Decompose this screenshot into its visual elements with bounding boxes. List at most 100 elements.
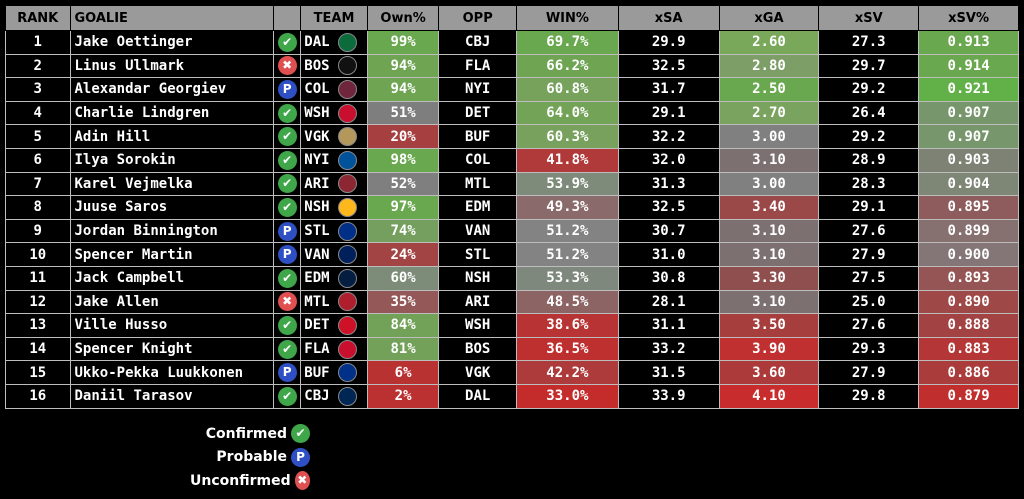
table-row[interactable]: 2 Linus Ullmark ✖ BOS 94% FLA 66.2% 32.5 2.80 29.… bbox=[5, 53, 1019, 79]
team-abbr: VGK bbox=[304, 128, 330, 145]
table-body: 1 Jake Oettinger ✔ DAL 99% CBJ 69.7% 29.9 2.60 27… bbox=[5, 30, 1019, 409]
team-logo-icon bbox=[338, 221, 358, 241]
xga-cell: 3.10 bbox=[718, 242, 820, 267]
xsa-cell: 28.1 bbox=[617, 289, 720, 315]
header-goalie[interactable]: GOALIE bbox=[69, 5, 275, 31]
probable-status-icon: P bbox=[277, 221, 297, 241]
xsv-pct-cell: 0.907 bbox=[918, 124, 1019, 149]
team-logo-icon bbox=[338, 127, 358, 147]
rank-cell: 1 bbox=[5, 30, 71, 55]
team-cell: DET bbox=[300, 313, 368, 338]
opponent-cell: MTL bbox=[438, 171, 517, 197]
table-row[interactable]: 8 Juuse Saros ✔ NSH 97% EDM 49.3% 32.5 3.40 29.1 0… bbox=[5, 195, 1019, 220]
own-pct-cell: 35% bbox=[366, 289, 440, 315]
goalie-name-cell: Alexandar Georgiev bbox=[69, 77, 275, 102]
table-row[interactable]: 13 Ville Husso ✔ DET 84% WSH 38.6% 31.1 3.50 27.6… bbox=[5, 313, 1019, 338]
header-rank[interactable]: RANK bbox=[5, 5, 71, 31]
team-cell: VGK bbox=[300, 124, 368, 149]
own-pct-cell: 24% bbox=[366, 242, 440, 267]
rank-cell: 6 bbox=[5, 147, 71, 173]
header-own[interactable]: Own% bbox=[366, 5, 440, 31]
table-row[interactable]: 5 Adin Hill ✔ VGK 20% BUF 60.3% 32.2 3.00 29.2 0.9… bbox=[5, 124, 1019, 149]
xga-cell: 3.40 bbox=[718, 195, 820, 220]
xga-cell: 3.90 bbox=[718, 336, 820, 362]
xsa-cell: 32.5 bbox=[617, 195, 720, 220]
xsa-cell: 33.9 bbox=[617, 383, 720, 409]
status-cell: ✖ bbox=[273, 289, 302, 315]
table-row[interactable]: 1 Jake Oettinger ✔ DAL 99% CBJ 69.7% 29.9 2.60 27… bbox=[5, 30, 1019, 55]
team-logo-icon bbox=[338, 32, 358, 52]
header-opp[interactable]: OPP bbox=[438, 5, 517, 31]
header-team[interactable]: TEAM bbox=[300, 5, 368, 31]
team-logo-icon bbox=[338, 268, 358, 288]
status-cell: P bbox=[273, 242, 302, 267]
team-cell: NSH bbox=[300, 195, 368, 220]
xsa-cell: 33.2 bbox=[617, 336, 720, 362]
xsv-pct-cell: 0.921 bbox=[918, 77, 1019, 102]
own-pct-cell: 94% bbox=[366, 77, 440, 102]
unconfirmed-status-icon: ✖ bbox=[277, 56, 297, 76]
xsv-cell: 27.6 bbox=[818, 313, 920, 338]
table-row[interactable]: 12 Jake Allen ✖ MTL 35% ARI 48.5% 28.1 3.10 25.0 0… bbox=[5, 289, 1019, 315]
confirmed-status-icon: ✔ bbox=[277, 150, 297, 170]
goalie-name-cell: Spencer Martin bbox=[69, 242, 275, 267]
xsv-pct-cell: 0.895 bbox=[918, 195, 1019, 220]
table-row[interactable]: 4 Charlie Lindgren ✔ WSH 51% DET 64.0% 29.1 2.70… bbox=[5, 100, 1019, 126]
header-xsv[interactable]: xSV bbox=[818, 5, 920, 31]
confirmed-status-icon: ✔ bbox=[277, 268, 297, 288]
team-abbr: BUF bbox=[304, 364, 330, 381]
opponent-cell: COL bbox=[438, 147, 517, 173]
team-abbr: NSH bbox=[304, 199, 330, 216]
opponent-cell: DAL bbox=[438, 383, 517, 409]
goalie-name-cell: Jake Allen bbox=[69, 289, 275, 315]
team-logo-icon bbox=[338, 292, 358, 312]
win-pct-cell: 60.3% bbox=[515, 124, 619, 149]
team-logo-icon bbox=[338, 386, 358, 406]
xsv-pct-cell: 0.900 bbox=[918, 242, 1019, 267]
team-abbr: WSH bbox=[304, 105, 330, 122]
goalie-table: RANK GOALIE TEAM Own% OPP WIN% xSA xGA x… bbox=[5, 5, 1019, 409]
goalie-name-cell: Daniil Tarasov bbox=[69, 383, 275, 409]
header-xsa[interactable]: xSA bbox=[617, 5, 720, 31]
table-row[interactable]: 16 Daniil Tarasov ✔ CBJ 2% DAL 33.0% 33.9 4.10 29… bbox=[5, 383, 1019, 409]
xsa-cell: 31.0 bbox=[617, 242, 720, 267]
confirmed-status-icon: ✔ bbox=[277, 315, 297, 335]
table-row[interactable]: 11 Jack Campbell ✔ EDM 60% NSH 53.3% 30.8 3.30 27… bbox=[5, 265, 1019, 291]
table-row[interactable]: 6 Ilya Sorokin ✔ NYI 98% COL 41.8% 32.0 3.10 28.9… bbox=[5, 147, 1019, 173]
team-logo-icon bbox=[338, 174, 358, 194]
table-row[interactable]: 9 Jordan Binnington P STL 74% VAN 51.2% 30.7 3.1… bbox=[5, 218, 1019, 244]
legend-item-confirmed: Confirmed ✔ bbox=[190, 422, 310, 446]
rank-cell: 3 bbox=[5, 77, 71, 102]
xsa-cell: 31.7 bbox=[617, 77, 720, 102]
own-pct-cell: 98% bbox=[366, 147, 440, 173]
opponent-cell: VAN bbox=[438, 218, 517, 244]
probable-status-icon: P bbox=[277, 363, 297, 383]
legend-item-unconfirmed: Unconfirmed ✖ bbox=[190, 469, 310, 493]
goalie-name-cell: Spencer Knight bbox=[69, 336, 275, 362]
team-abbr: MTL bbox=[304, 293, 330, 310]
header-xsvp[interactable]: xSV% bbox=[918, 5, 1019, 31]
xga-cell: 2.50 bbox=[718, 77, 820, 102]
table-row[interactable]: 15 Ukko-Pekka Luukkonen P BUF 6% VGK 42.2% 31.5… bbox=[5, 360, 1019, 385]
xsv-pct-cell: 0.883 bbox=[918, 336, 1019, 362]
win-pct-cell: 33.0% bbox=[515, 383, 619, 409]
opponent-cell: STL bbox=[438, 242, 517, 267]
table-row[interactable]: 7 Karel Vejmelka ✔ ARI 52% MTL 53.9% 31.3 3.00 28… bbox=[5, 171, 1019, 197]
xsa-cell: 30.8 bbox=[617, 265, 720, 291]
rank-cell: 2 bbox=[5, 53, 71, 79]
header-xga[interactable]: xGA bbox=[718, 5, 820, 31]
own-pct-cell: 60% bbox=[366, 265, 440, 291]
table-row[interactable]: 3 Alexandar Georgiev P COL 94% NYI 60.8% 31.7 2.… bbox=[5, 77, 1019, 102]
team-abbr: CBJ bbox=[304, 388, 330, 405]
goalie-name-cell: Jordan Binnington bbox=[69, 218, 275, 244]
table-row[interactable]: 10 Spencer Martin P VAN 24% STL 51.2% 31.0 3.10 2… bbox=[5, 242, 1019, 267]
xsv-cell: 27.9 bbox=[818, 242, 920, 267]
xsv-pct-cell: 0.890 bbox=[918, 289, 1019, 315]
team-cell: BUF bbox=[300, 360, 368, 385]
header-win[interactable]: WIN% bbox=[515, 5, 619, 31]
table-row[interactable]: 14 Spencer Knight ✔ FLA 81% BOS 36.5% 33.2 3.90 2… bbox=[5, 336, 1019, 362]
own-pct-cell: 51% bbox=[366, 100, 440, 126]
team-logo-icon bbox=[338, 197, 358, 217]
team-abbr: DAL bbox=[304, 34, 330, 51]
xsv-cell: 27.5 bbox=[818, 265, 920, 291]
